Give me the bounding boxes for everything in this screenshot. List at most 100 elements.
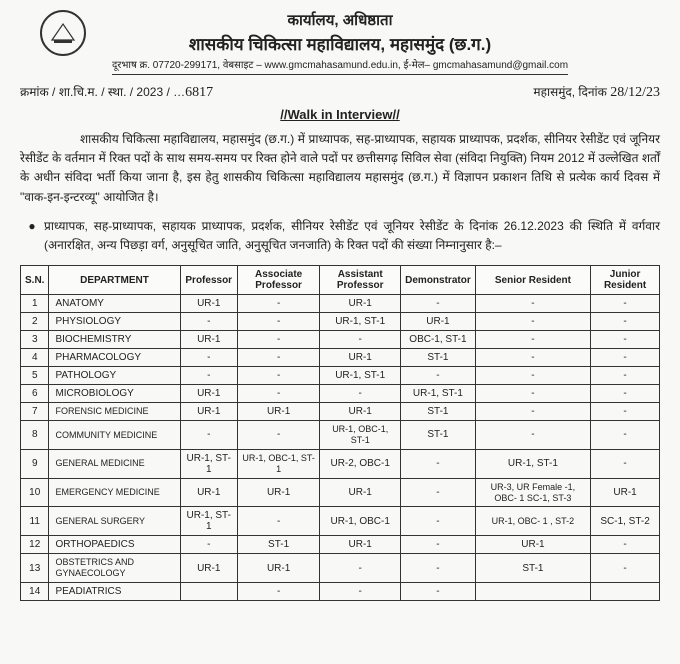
table-cell: 9	[21, 449, 49, 478]
table-cell: -	[591, 403, 660, 421]
vacancy-table: S.N. DEPARTMENT Professor Associate Prof…	[20, 265, 660, 601]
table-cell: -	[320, 331, 401, 349]
table-cell: 11	[21, 507, 49, 536]
table-cell: -	[475, 403, 590, 421]
table-cell: PATHOLOGY	[49, 367, 180, 385]
table-cell: 2	[21, 313, 49, 331]
table-cell: UR-1, ST-1	[320, 313, 401, 331]
table-cell: UR-1, OBC-1, ST-1	[237, 449, 319, 478]
table-cell: 5	[21, 367, 49, 385]
table-cell: -	[401, 554, 476, 583]
table-cell: 7	[21, 403, 49, 421]
walk-in-heading: //Walk in Interview//	[20, 107, 660, 122]
col-prof: Professor	[180, 266, 237, 295]
table-cell: -	[180, 367, 237, 385]
table-cell: -	[475, 367, 590, 385]
table-cell: 14	[21, 582, 49, 600]
table-cell: MICROBIOLOGY	[49, 385, 180, 403]
date-place: महासमुंद, दिनांक	[533, 85, 606, 99]
contact-line: दूरभाष क्र. 07720-299171, वेबसाइट – www.…	[112, 57, 568, 75]
table-cell: -	[475, 295, 590, 313]
table-cell: UR-1, ST-1	[180, 449, 237, 478]
table-cell: -	[591, 349, 660, 367]
table-cell: OBC-1, ST-1	[401, 331, 476, 349]
table-cell: ST-1	[401, 403, 476, 421]
table-cell: UR-3, UR Female -1, OBC- 1 SC-1, ST-3	[475, 478, 590, 507]
table-cell: -	[401, 582, 476, 600]
table-cell: OBSTETRICS AND GYNAECOLOGY	[49, 554, 180, 583]
table-cell: -	[591, 367, 660, 385]
table-cell: UR-1, OBC-1, ST-1	[320, 421, 401, 450]
college-title: शासकीय चिकित्सा महाविद्यालय, महासमुंद (छ…	[20, 32, 660, 55]
table-cell: -	[180, 313, 237, 331]
table-cell: -	[180, 349, 237, 367]
table-cell: ST-1	[401, 349, 476, 367]
table-cell: ST-1	[401, 421, 476, 450]
table-cell: UR-1	[237, 478, 319, 507]
table-cell: -	[401, 367, 476, 385]
ref-prefix: क्रमांक / शा.चि.म. / स्था. / 2023 / …	[20, 85, 185, 99]
table-cell: 10	[21, 478, 49, 507]
table-cell: FORENSIC MEDICINE	[49, 403, 180, 421]
table-cell: ORTHOPAEDICS	[49, 536, 180, 554]
table-row: 10EMERGENCY MEDICINEUR-1UR-1UR-1-UR-3, U…	[21, 478, 660, 507]
table-cell: -	[237, 385, 319, 403]
table-row: 14PEADIATRICS---	[21, 582, 660, 600]
table-cell: -	[475, 313, 590, 331]
table-row: 5PATHOLOGY--UR-1, ST-1---	[21, 367, 660, 385]
table-row: 11GENERAL SURGERYUR-1, ST-1-UR-1, OBC-1-…	[21, 507, 660, 536]
table-cell: -	[591, 449, 660, 478]
table-cell: BIOCHEMISTRY	[49, 331, 180, 349]
table-cell	[475, 582, 590, 600]
table-cell: UR-1	[180, 331, 237, 349]
table-cell: -	[237, 507, 319, 536]
table-cell: -	[591, 536, 660, 554]
table-cell: -	[320, 554, 401, 583]
bullet-item: ● प्राध्यापक, सह-प्राध्यापक, सहायक प्राध…	[20, 217, 660, 255]
table-row: 7FORENSIC MEDICINEUR-1UR-1UR-1ST-1--	[21, 403, 660, 421]
table-cell: UR-1	[320, 403, 401, 421]
table-cell	[591, 582, 660, 600]
table-cell: -	[237, 313, 319, 331]
table-cell: UR-1	[180, 385, 237, 403]
table-cell: GENERAL MEDICINE	[49, 449, 180, 478]
table-cell: -	[237, 582, 319, 600]
table-cell: -	[591, 313, 660, 331]
table-cell: -	[401, 507, 476, 536]
table-cell: UR-1	[320, 536, 401, 554]
table-cell: PEADIATRICS	[49, 582, 180, 600]
notice-paragraph: शासकीय चिकित्सा महाविद्यालय, महासमुंद (छ…	[20, 130, 660, 207]
reference-number: क्रमांक / शा.चि.म. / स्था. / 2023 / …681…	[20, 83, 213, 101]
table-cell: UR-1, ST-1	[180, 507, 237, 536]
col-sn: S.N.	[21, 266, 49, 295]
col-dept: DEPARTMENT	[49, 266, 180, 295]
table-cell: UR-1	[320, 478, 401, 507]
table-cell: UR-1	[320, 349, 401, 367]
table-cell: -	[401, 449, 476, 478]
table-cell: -	[237, 349, 319, 367]
table-cell: -	[591, 421, 660, 450]
reference-row: क्रमांक / शा.चि.म. / स्था. / 2023 / …681…	[20, 83, 660, 101]
table-row: 1ANATOMYUR-1-UR-1---	[21, 295, 660, 313]
table-cell: -	[475, 421, 590, 450]
table-cell: -	[320, 385, 401, 403]
col-assoc: Associate Professor	[237, 266, 319, 295]
table-cell: 12	[21, 536, 49, 554]
date-section: महासमुंद, दिनांक 28/12/23	[533, 83, 660, 101]
letterhead: कार्यालय, अधिष्ठाता शासकीय चिकित्सा महाव…	[20, 10, 660, 75]
table-cell: 4	[21, 349, 49, 367]
table-cell: ANATOMY	[49, 295, 180, 313]
col-asst: Assistant Professor	[320, 266, 401, 295]
table-cell: ST-1	[475, 554, 590, 583]
table-cell: -	[237, 421, 319, 450]
table-cell: UR-1, ST-1	[401, 385, 476, 403]
table-cell: COMMUNITY MEDICINE	[49, 421, 180, 450]
table-cell: -	[475, 331, 590, 349]
table-cell: UR-1	[180, 403, 237, 421]
table-cell: UR-1	[180, 478, 237, 507]
table-row: 8COMMUNITY MEDICINE--UR-1, OBC-1, ST-1ST…	[21, 421, 660, 450]
table-cell: UR-1	[180, 295, 237, 313]
table-cell: -	[591, 385, 660, 403]
table-cell: UR-1, OBC-1	[320, 507, 401, 536]
table-cell: ST-1	[237, 536, 319, 554]
